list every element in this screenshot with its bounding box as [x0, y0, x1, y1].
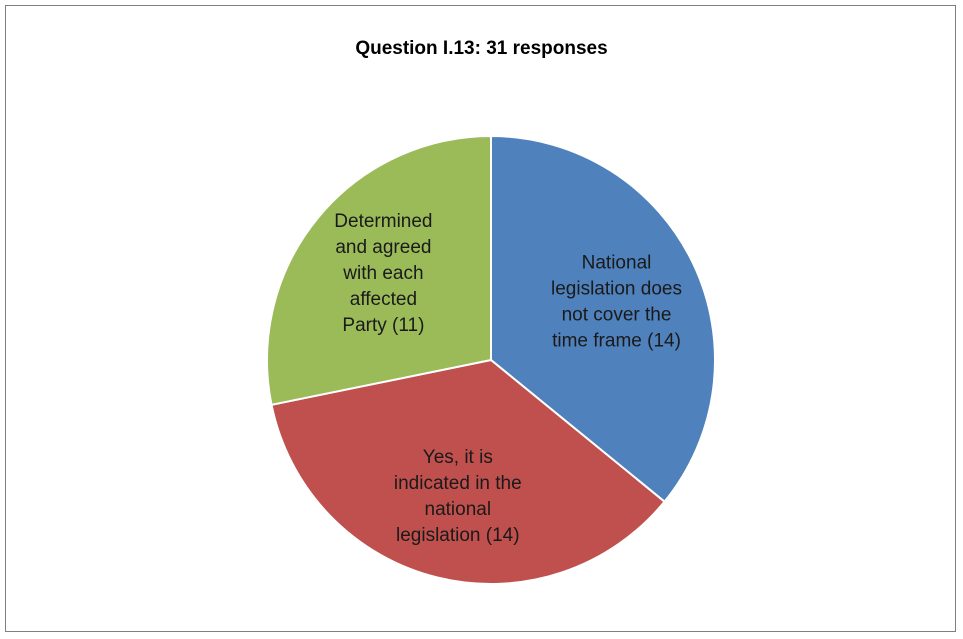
slice-label-line: legislation does [551, 279, 682, 300]
slice-label-line: affected [350, 289, 417, 310]
slice-label-not-covered: National legislation does not cover the tim… [551, 253, 682, 352]
slice-label-line: national [425, 499, 492, 520]
pie-slice-indicated [270, 359, 666, 585]
slice-label-agreed: Determined and agreed with each affected Par… [334, 211, 432, 336]
slice-label-line: not cover the [562, 305, 672, 326]
slice-label-line: Party (11) [342, 315, 424, 336]
slice-label-line: Yes, it is [423, 447, 493, 468]
pie-slice-agreed [266, 135, 492, 406]
slice-label-line: time frame (14) [552, 331, 681, 352]
slice-label-line: legislation (14) [396, 525, 520, 546]
slice-label-line: and agreed [335, 237, 431, 258]
slice-label-indicated: Yes, it is indicated in the national legisl… [394, 447, 522, 546]
slice-label-line: National [582, 253, 652, 274]
slice-label-line: Determined [334, 211, 432, 232]
slice-label-line: with each [342, 263, 423, 284]
pie-slice-not-covered [490, 135, 716, 503]
chart-title: Question I.13: 31 responses [355, 38, 608, 59]
slice-label-line: indicated in the [394, 473, 522, 494]
